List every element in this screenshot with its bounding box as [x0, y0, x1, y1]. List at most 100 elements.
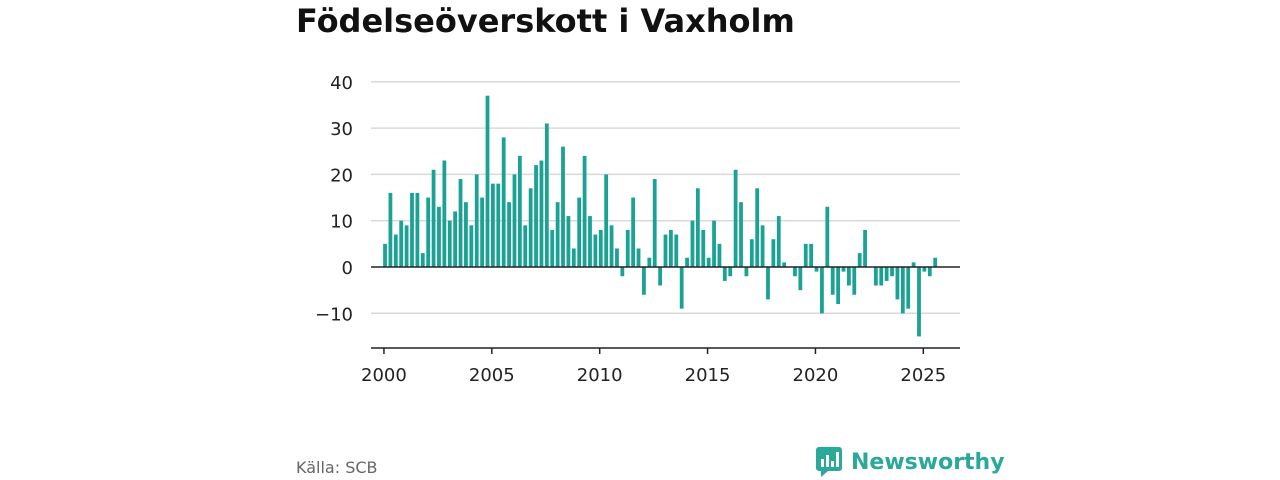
- bar: [393, 234, 398, 267]
- bar: [766, 267, 770, 300]
- bar: [814, 267, 819, 272]
- x-tick-label: 2020: [793, 365, 839, 386]
- bar: [722, 267, 727, 281]
- bar: [480, 197, 485, 267]
- x-tick-label: 2005: [469, 365, 515, 386]
- bar: [534, 165, 538, 267]
- bar: [890, 267, 894, 277]
- bar: [900, 267, 905, 314]
- bar: [830, 267, 835, 295]
- bar: [566, 216, 571, 267]
- bar: [442, 160, 447, 267]
- source-label: Källa: SCB: [296, 458, 378, 477]
- bar: [706, 257, 711, 267]
- y-tick-label: 0: [342, 258, 353, 279]
- bar: [447, 220, 452, 267]
- bar: [717, 243, 722, 267]
- bar: [733, 169, 738, 267]
- bar: [679, 267, 684, 309]
- x-axis: 2000 2005 2010 2015 2020 2025: [361, 347, 960, 386]
- bar: [652, 179, 657, 267]
- bar: [642, 267, 646, 295]
- bar: [528, 188, 533, 267]
- bar: [846, 267, 851, 286]
- bar: [701, 229, 706, 267]
- bar: [420, 253, 425, 267]
- bar: [674, 234, 679, 267]
- bar: [820, 267, 824, 314]
- bar: [895, 267, 900, 300]
- bar: [631, 197, 636, 267]
- bar: [879, 267, 884, 286]
- bar: [873, 267, 878, 286]
- bar: [884, 267, 889, 281]
- bar: [636, 248, 641, 267]
- bar: [663, 234, 668, 267]
- bar: [668, 229, 673, 267]
- bar: [555, 202, 560, 267]
- bar: [857, 253, 862, 267]
- brand[interactable]: Newsworthy: [815, 446, 1005, 478]
- bar: [399, 220, 404, 267]
- bar: [749, 239, 754, 267]
- bar: [728, 267, 733, 277]
- bar: [609, 225, 614, 267]
- bar: [712, 220, 716, 267]
- bar: [561, 146, 565, 267]
- bar: [490, 183, 495, 267]
- bar: [598, 229, 603, 267]
- y-tick-label: 40: [330, 73, 353, 94]
- bar: [474, 174, 479, 267]
- bar: [836, 267, 841, 305]
- x-tick-label: 2010: [577, 365, 623, 386]
- bar: [507, 202, 511, 267]
- bar: [755, 188, 760, 267]
- y-tick-label: 20: [330, 165, 353, 186]
- bar: [803, 243, 808, 267]
- bar: [922, 267, 927, 272]
- bar: [431, 169, 436, 267]
- bar: [927, 267, 932, 277]
- bar: [469, 225, 474, 267]
- bar: [863, 229, 867, 267]
- bar: [512, 174, 517, 267]
- bar: [496, 183, 501, 267]
- bar: [383, 243, 387, 267]
- bars: [383, 95, 938, 337]
- bar: [933, 257, 938, 267]
- bar: [582, 155, 587, 267]
- bar: [615, 248, 619, 267]
- x-tick-label: 2025: [900, 365, 946, 386]
- bar: [658, 267, 663, 286]
- bar: [841, 267, 846, 272]
- bar: [744, 267, 749, 277]
- bar: [690, 220, 695, 267]
- bar: [685, 257, 689, 267]
- brand-name: Newsworthy: [851, 449, 1005, 475]
- bar: [453, 211, 458, 267]
- y-tick-label: 30: [330, 119, 353, 140]
- newsworthy-logo-icon: [816, 447, 842, 477]
- bar: [809, 243, 814, 267]
- bar: [410, 192, 414, 267]
- bar: [485, 95, 490, 267]
- bar: [388, 192, 393, 267]
- bar: [544, 123, 549, 267]
- bar: [771, 239, 776, 267]
- x-tick-label: 2000: [361, 365, 407, 386]
- bar: [426, 197, 431, 267]
- bar: [852, 267, 857, 295]
- y-tick-label: 10: [330, 212, 353, 233]
- bar: [593, 234, 598, 267]
- y-tick-labels: 40 30 20 10 0 −10: [315, 73, 353, 325]
- bar: [415, 192, 420, 267]
- bar: [571, 248, 576, 267]
- bar: [517, 155, 522, 267]
- bar: [458, 179, 463, 267]
- bar: [539, 160, 544, 267]
- bar: [825, 206, 830, 267]
- bar: [620, 267, 625, 277]
- bar: [588, 216, 592, 267]
- bar: [782, 262, 787, 267]
